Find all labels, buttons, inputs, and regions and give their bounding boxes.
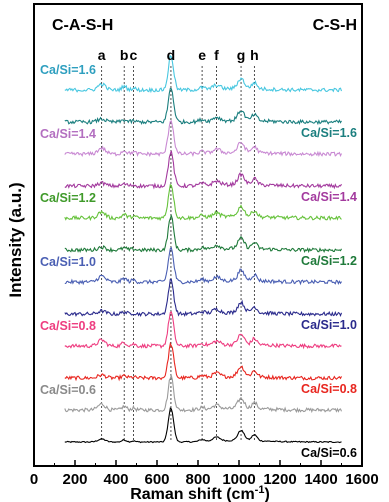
peak-letter: e: [198, 47, 206, 63]
series-label: Ca/Si=1.6: [40, 63, 96, 77]
spectrum-line: [64, 278, 343, 318]
x-tick-label: 600: [144, 471, 169, 488]
series-label: Ca/Si=1.4: [40, 127, 96, 141]
corner-label-right: C-S-H: [313, 17, 357, 34]
spectrum-line: [64, 87, 342, 126]
peak-letter: h: [250, 47, 259, 63]
series-label: Ca/Si=0.6: [40, 383, 96, 397]
x-tick-label: 1600: [345, 471, 378, 488]
spectrum-line: [64, 373, 343, 414]
series-labels: Ca/Si=0.6 Ca/Si=0.6 Ca/Si=0.8 Ca/Si=0.8 Ca/S…: [40, 63, 357, 460]
series-label: Ca/Si=1.0: [40, 255, 96, 269]
series-label: Ca/Si=1.0: [301, 318, 357, 332]
corner-label-left: C-A-S-H: [52, 17, 113, 34]
series-label: Ca/Si=0.8: [40, 319, 96, 333]
spectrum-line: [64, 150, 342, 190]
peak-letter: d: [167, 47, 176, 63]
x-axis-title: Raman shift (cm-1): [130, 484, 270, 502]
spectrum-line: [64, 341, 342, 382]
series-label: Ca/Si=0.8: [301, 382, 357, 396]
spectrum-line: [64, 311, 342, 350]
peak-letter: b: [120, 47, 129, 63]
series-label: Ca/Si=1.2: [40, 191, 96, 205]
series-label: Ca/Si=0.6: [301, 446, 357, 460]
x-axis: 0 200 400 600 800 1000 1200 1400 1600: [30, 460, 379, 488]
spectra-group: [64, 54, 343, 444]
spectrum-line: [64, 54, 343, 94]
peak-letter: a: [98, 47, 106, 63]
spectrum-line: [64, 246, 342, 286]
series-label: Ca/Si=1.6: [301, 126, 357, 140]
x-tick-label: 1200: [263, 471, 296, 488]
x-tick-label: 800: [185, 471, 210, 488]
spectrum-line: [64, 407, 342, 444]
x-tick-label: 1400: [304, 471, 337, 488]
x-tick-label: 200: [62, 471, 87, 488]
series-label: Ca/Si=1.2: [301, 254, 357, 268]
x-axis-title-sup: -1: [255, 484, 265, 496]
spectrum-line: [64, 183, 342, 222]
spectrum-line: [64, 120, 343, 158]
peak-letter: g: [237, 47, 246, 63]
x-tick-label: 400: [103, 471, 128, 488]
x-axis-title-close: ): [264, 486, 269, 502]
spectrum-line: [64, 213, 342, 254]
y-axis-title: Intensity (a.u.): [6, 182, 25, 297]
peak-letter: f: [214, 47, 219, 63]
x-tick-label: 1000: [222, 471, 255, 488]
x-tick-label: 0: [30, 471, 38, 488]
series-label: Ca/Si=1.4: [301, 190, 357, 204]
peak-letter: c: [130, 47, 138, 63]
x-axis-title-main: Raman shift (cm: [130, 486, 254, 502]
